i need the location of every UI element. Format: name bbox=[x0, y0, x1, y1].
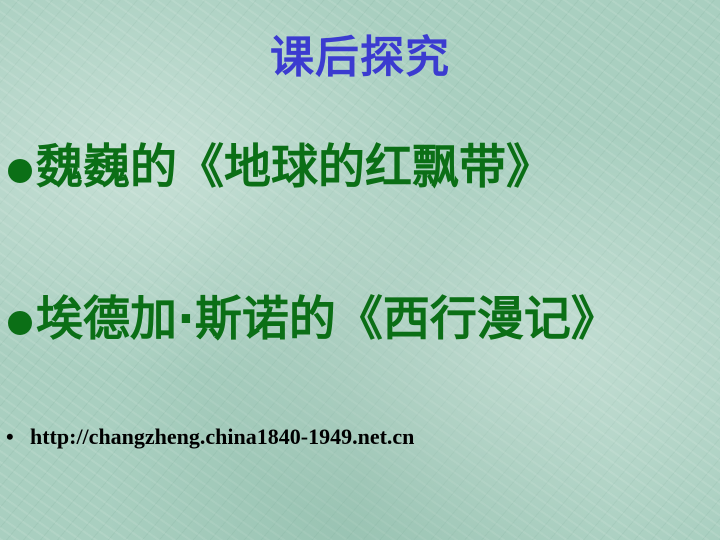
small-bullet-icon: • bbox=[6, 424, 14, 449]
link-row: • http://changzheng.china1840-1949.net.cn bbox=[6, 423, 414, 451]
bullet-item-2: 埃德加·斯诺的《西行漫记》 bbox=[6, 290, 666, 350]
url-link[interactable]: http://changzheng.china1840-1949.net.cn bbox=[30, 424, 415, 449]
bullet-dot-icon bbox=[8, 311, 32, 335]
bullet-text: 魏巍的《地球的红飘带》 bbox=[36, 140, 553, 195]
bullet-item-1: 魏巍的《地球的红飘带》 bbox=[6, 138, 666, 198]
slide-title: 课后探究 bbox=[270, 32, 450, 83]
bullet-text: 埃德加·斯诺的《西行漫记》 bbox=[36, 292, 618, 347]
bullet-dot-icon bbox=[8, 159, 32, 183]
